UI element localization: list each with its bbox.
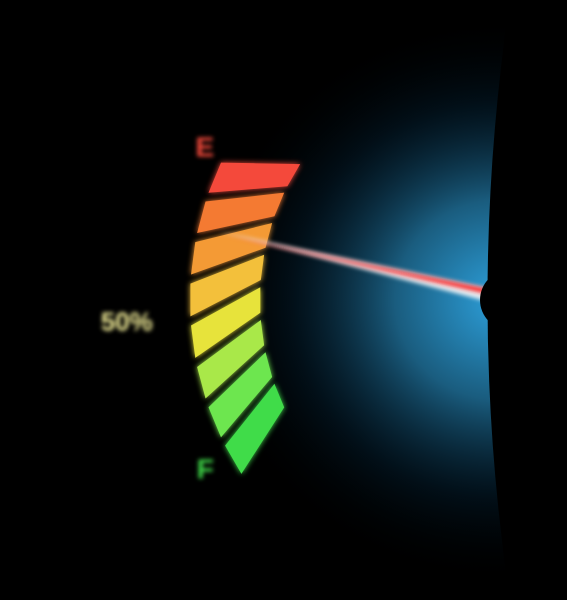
label-empty: E	[195, 132, 214, 163]
label-full: F	[197, 453, 214, 484]
fuel-gauge: F 50% E	[0, 0, 567, 600]
gauge-right-mask	[488, 0, 567, 600]
label-middle: 50%	[101, 306, 153, 336]
